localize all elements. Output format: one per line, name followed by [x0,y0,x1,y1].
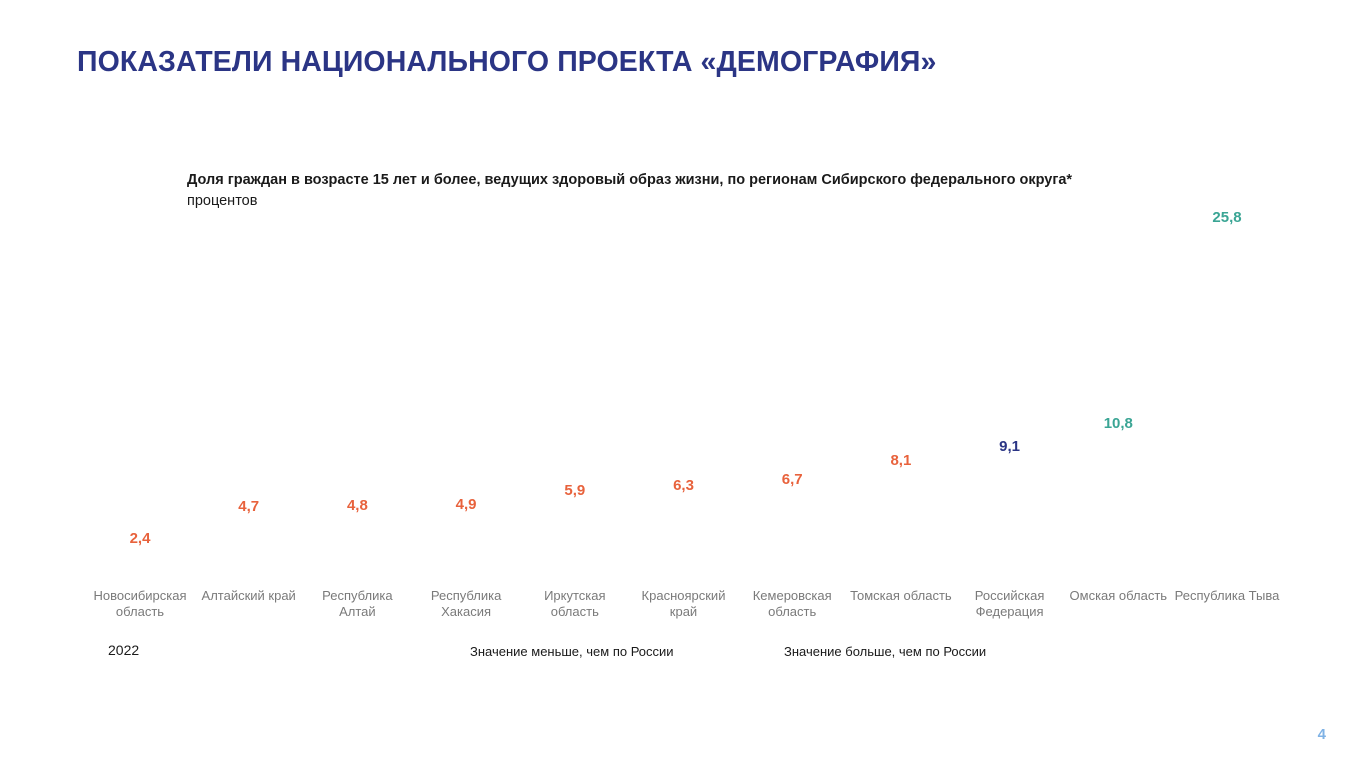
data-label: 4,7 [238,498,260,516]
chart-unit-label: процентов [187,193,258,209]
legend-higher-label: Значение больше, чем по России [784,644,987,659]
category-label: Кемеровская область [752,588,832,619]
category-label: Красноярский край [641,588,726,619]
data-label: 8,1 [890,451,912,469]
data-label: 9,1 [999,438,1021,456]
category-label: Алтайский край [201,588,296,603]
category-label: Российская Федерация [974,588,1045,619]
category-label: Республика Алтай [322,588,393,619]
category-label: Республика Хакасия [430,588,502,619]
data-label: 4,8 [346,497,368,515]
legend-lower-label: Значение меньше, чем по России [470,644,674,659]
data-label: 4,9 [455,495,477,513]
data-label: 6,7 [781,471,803,488]
data-label: 10,8 [1103,414,1133,432]
category-label: Томская область [850,588,952,603]
chart-title: Доля граждан в возрасте 15 лет и более, … [187,172,1073,188]
category-label: Иркутская область [544,588,606,619]
data-label: 5,9 [564,481,586,499]
category-label: Республика Тыва [1174,588,1280,603]
data-label: 2,4 [129,530,151,547]
data-label: 6,3 [673,476,694,494]
page-number: 4 [1317,726,1326,743]
category-label: Омская область [1069,588,1168,603]
year-label: 2022 [108,642,140,658]
category-label: Новосибирская область [93,588,187,619]
page-title: ПОКАЗАТЕЛИ НАЦИОНАЛЬНОГО ПРОЕКТА «ДЕМОГР… [77,46,937,78]
data-label: 25,8 [1212,209,1242,226]
